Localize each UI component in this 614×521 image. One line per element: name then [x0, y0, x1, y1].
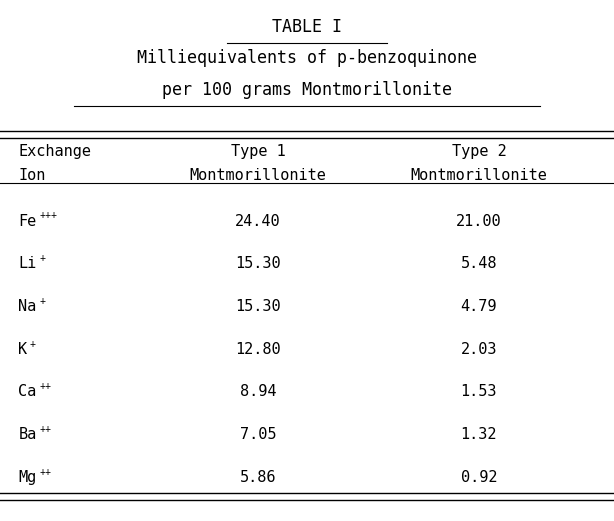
Text: Type 1: Type 1 [230, 144, 286, 159]
Text: Ba: Ba [18, 427, 37, 442]
Text: 0.92: 0.92 [460, 470, 497, 485]
Text: +: + [29, 339, 35, 349]
Text: 21.00: 21.00 [456, 214, 502, 229]
Text: Exchange: Exchange [18, 144, 91, 159]
Text: Na: Na [18, 299, 37, 314]
Text: Milliequivalents of p-benzoquinone: Milliequivalents of p-benzoquinone [137, 49, 477, 68]
Text: Montmorillonite: Montmorillonite [411, 168, 547, 183]
Text: ++: ++ [40, 381, 52, 391]
Text: TABLE I: TABLE I [272, 18, 342, 36]
Text: 1.32: 1.32 [460, 427, 497, 442]
Text: +: + [40, 253, 46, 263]
Text: Ion: Ion [18, 168, 46, 183]
Text: 2.03: 2.03 [460, 342, 497, 357]
Text: per 100 grams Montmorillonite: per 100 grams Montmorillonite [162, 81, 452, 99]
Text: Li: Li [18, 256, 37, 271]
Text: 15.30: 15.30 [235, 256, 281, 271]
Text: 1.53: 1.53 [460, 384, 497, 400]
Text: Fe: Fe [18, 214, 37, 229]
Text: 4.79: 4.79 [460, 299, 497, 314]
Text: ++: ++ [40, 467, 52, 477]
Text: Ca: Ca [18, 384, 37, 400]
Text: 24.40: 24.40 [235, 214, 281, 229]
Text: Mg: Mg [18, 470, 37, 485]
Text: 15.30: 15.30 [235, 299, 281, 314]
Text: +++: +++ [40, 210, 58, 220]
Text: 7.05: 7.05 [239, 427, 276, 442]
Text: K: K [18, 342, 28, 357]
Text: 5.86: 5.86 [239, 470, 276, 485]
Text: 8.94: 8.94 [239, 384, 276, 400]
Text: +: + [40, 296, 46, 306]
Text: 5.48: 5.48 [460, 256, 497, 271]
Text: Montmorillonite: Montmorillonite [190, 168, 326, 183]
Text: ++: ++ [40, 424, 52, 434]
Text: 12.80: 12.80 [235, 342, 281, 357]
Text: Type 2: Type 2 [451, 144, 507, 159]
